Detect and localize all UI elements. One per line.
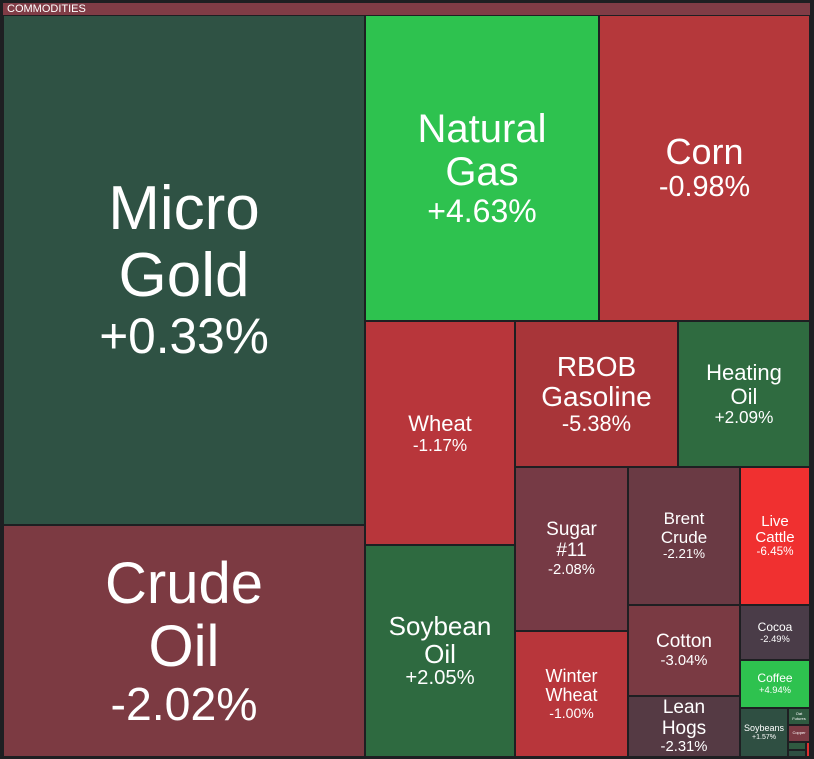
tile-sugar-11[interactable]: Sugar #11 -2.08% — [515, 467, 628, 631]
tile-change: +1.57% — [752, 733, 776, 741]
tile-copper[interactable]: Copper — [788, 725, 810, 742]
tile-name: Soybean Oil — [388, 610, 492, 670]
tile-change: -2.02% — [110, 677, 258, 730]
tile-item-21[interactable] — [806, 742, 810, 757]
tile-name: Cocoa — [757, 619, 793, 634]
tile-change: +2.05% — [405, 667, 475, 690]
tile-wheat[interactable]: Wheat -1.17% — [365, 321, 515, 545]
tile-change: +4.94% — [759, 685, 791, 696]
tile-name: RBOB Gasoline — [541, 350, 652, 413]
tile-name: Heating Oil — [706, 359, 782, 409]
tile-change: -2.21% — [663, 546, 705, 562]
tile-brent-crude[interactable]: Brent Crude -2.21% — [628, 467, 740, 605]
tile-soybean-oil[interactable]: Soybean Oil +2.05% — [365, 545, 515, 757]
tile-name: Corn — [665, 131, 744, 173]
tile-name: Winter Wheat — [545, 665, 598, 706]
tile-name: Lean Hogs — [661, 696, 707, 739]
tile-name: Soybeans — [743, 722, 785, 733]
tile-coffee[interactable]: Coffee +4.94% — [740, 660, 810, 708]
tile-oat-futures[interactable]: Oat Futures — [788, 708, 810, 725]
tile-name: Cotton — [656, 631, 712, 653]
tile-winter-wheat[interactable]: Winter Wheat -1.00% — [515, 631, 628, 757]
tile-cotton[interactable]: Cotton -3.04% — [628, 605, 740, 696]
tile-natural-gas[interactable]: Natural Gas +4.63% — [365, 15, 599, 321]
tile-change: -2.49% — [760, 633, 790, 644]
tile-change: -1.00% — [549, 704, 594, 721]
tile-change: -1.17% — [412, 434, 468, 455]
tile-name: Crude Oil — [105, 551, 263, 679]
tile-name: Coffee — [757, 671, 793, 686]
tile-rbob-gasoline[interactable]: RBOB Gasoline -5.38% — [515, 321, 678, 467]
tile-item-19[interactable] — [788, 742, 806, 750]
tile-item-20[interactable] — [788, 750, 806, 757]
tile-name: Brent Crude — [660, 509, 708, 547]
tile-heating-oil[interactable]: Heating Oil +2.09% — [678, 321, 810, 467]
tile-change: -0.98% — [658, 170, 751, 203]
tile-lean-hogs[interactable]: Lean Hogs -2.31% — [628, 696, 740, 757]
treemap-header[interactable]: COMMODITIES — [3, 3, 810, 15]
tile-change: -5.38% — [561, 411, 632, 437]
tile-change: -2.31% — [660, 739, 708, 756]
tile-corn[interactable]: Corn -0.98% — [599, 15, 810, 321]
tile-name: Copper — [792, 730, 806, 736]
tile-change: +4.63% — [427, 192, 537, 229]
tile-name: Sugar #11 — [546, 519, 597, 561]
tile-name: Micro Gold — [108, 174, 260, 311]
tile-change: +0.33% — [99, 308, 269, 365]
tile-name: Oat Futures — [792, 711, 806, 721]
tile-cocoa[interactable]: Cocoa -2.49% — [740, 605, 810, 660]
tile-name: Natural Gas — [417, 106, 547, 194]
tile-name: Wheat — [408, 410, 472, 436]
tile-change: +2.09% — [714, 407, 774, 428]
tile-change: -2.08% — [548, 561, 595, 578]
tile-crude-oil[interactable]: Crude Oil -2.02% — [3, 525, 365, 757]
tile-live-cattle[interactable]: Live Cattle -6.45% — [740, 467, 810, 605]
tile-name: Live Cattle — [755, 512, 795, 546]
tile-change: -6.45% — [756, 544, 794, 558]
tile-change: -3.04% — [660, 652, 708, 669]
tile-soybeans[interactable]: Soybeans +1.57% — [740, 708, 788, 757]
tile-micro-gold[interactable]: Micro Gold +0.33% — [3, 15, 365, 525]
